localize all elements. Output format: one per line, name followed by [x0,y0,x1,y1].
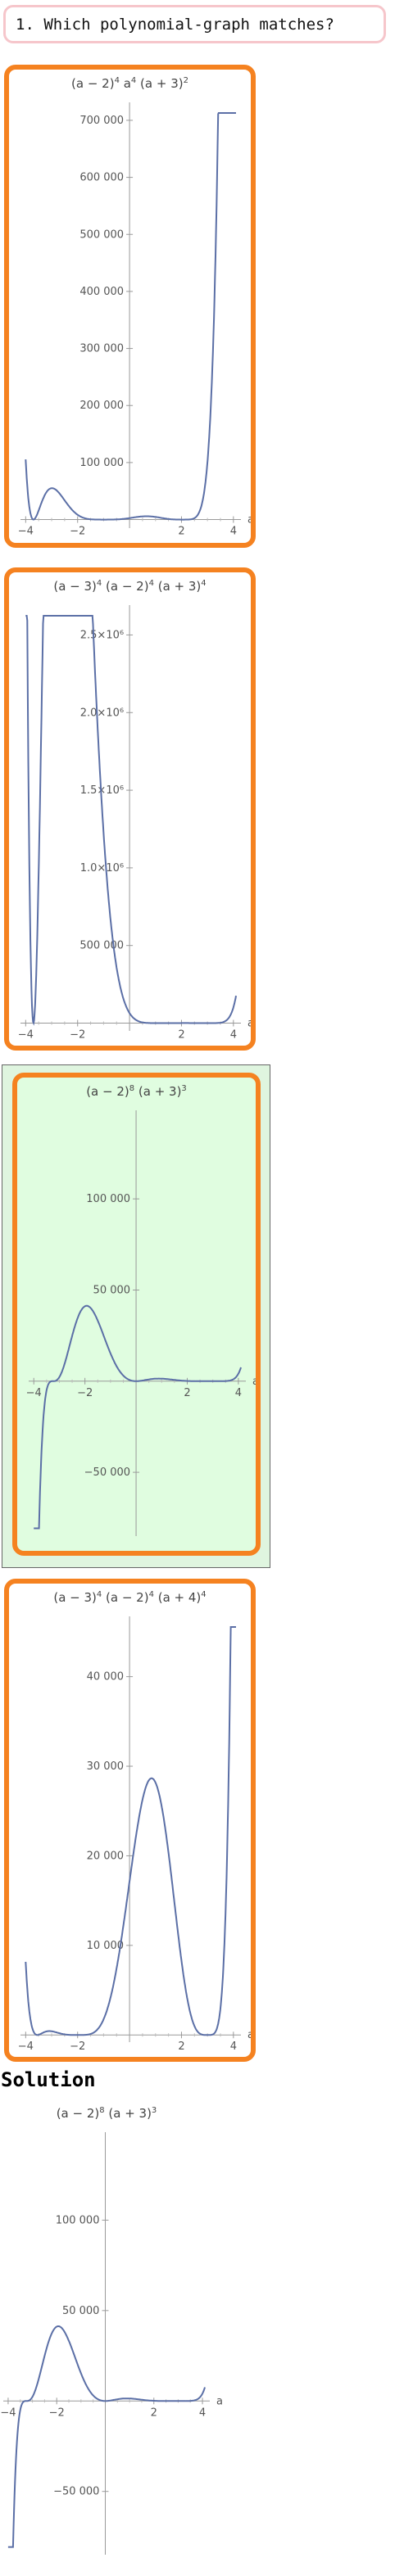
y-tick-label: 700 000 [79,115,124,127]
y-tick-label: 50 000 [62,2305,100,2317]
x-tick-label: −4 [0,2407,16,2419]
x-tick-label: −2 [70,526,85,538]
y-tick-label: −50 000 [53,2486,99,2498]
series-line [34,1304,242,1530]
x-tick-label: −4 [18,2040,34,2053]
x-tick-label: 2 [151,2407,157,2419]
choice-b-chart: −4 −2 2 4a 500 000 1.0×10⁶ 1.5×10⁶ 2.0×10⁶ 2.5×1… [18,605,251,1042]
x-axis-label: a [247,514,251,526]
choice-card-b[interactable]: (a − 3)4 (a − 2)4 (a + 3)4 −4 −2 2 4 a 500 00… [4,567,256,1051]
x-tick-label: 2 [178,526,184,538]
choice-a-title: (a − 2)4 a4 (a + 3)2 [71,76,188,91]
x-tick-label: 4 [230,2040,237,2053]
x-tick-label: −4 [26,1387,42,1399]
choice-c-chart: −4 −2 2 4a −50 000 50 000 100 000 [26,1110,256,1536]
y-tick-label: 30 000 [87,1760,125,1773]
x-tick-label: 4 [230,1029,237,1042]
x-tick-label: −2 [70,1029,85,1042]
series-line [25,112,236,521]
series-line [7,2325,206,2548]
x-tick-label: 4 [235,1387,242,1399]
solution-chart: −4 −2 2 4a −50 000 50 000 100 000 [0,2132,223,2555]
y-tick-label: 100 000 [79,457,124,469]
series-line [25,1626,236,2036]
x-axis-label: a [252,1376,256,1388]
y-tick-label: 20 000 [87,1850,125,1862]
axes: −4 −2 2 4a 100 000 200 000 300 000 400 000 500 0… [18,102,251,538]
solution-heading: Solution [1,2068,96,2091]
choice-b-title: (a − 3)4 (a − 2)4 (a + 3)4 [53,579,207,594]
choice-card-a[interactable]: (a − 2)4 a4 (a + 3)2 −4 −2 2 4 a 100 000 200 0… [4,65,256,548]
question-label: 1. Which polynomial-graph matches? [16,15,334,34]
x-tick-label: 4 [230,526,237,538]
choice-card-d[interactable]: (a − 3)4 (a − 2)4 (a + 4)4 −4 −2 2 4 a 10 000… [4,1579,256,2062]
y-tick-label: 2.0×10⁶ [80,707,124,719]
choice-card-c[interactable]: (a − 2)8 (a + 3)3 −4 −2 2 4 a −50 000 50 000 10… [12,1073,261,1556]
x-tick-label: −2 [77,1387,93,1399]
x-tick-label: −2 [70,2040,85,2053]
y-tick-label: 100 000 [86,1193,130,1205]
x-tick-label: 2 [184,1387,190,1399]
axes: −4 −2 2 4a 500 000 1.0×10⁶ 1.5×10⁶ 2.0×10⁶ 2.5×1… [18,605,251,1042]
solution-title: (a − 2)8 (a + 3)3 [56,2106,157,2121]
x-tick-label: 4 [199,2407,206,2419]
choice-c-title: (a − 2)8 (a + 3)3 [86,1084,187,1099]
y-tick-label: 1.5×10⁶ [80,784,124,797]
axes: −4 −2 2 4a −50 000 50 000 100 000 [26,1110,256,1536]
x-tick-label: 2 [178,2040,184,2053]
y-tick-label: 400 000 [79,286,124,298]
y-tick-label: 500 000 [79,228,124,241]
y-tick-label: −50 000 [84,1467,130,1479]
solution-panel: (a − 2)8 (a + 3)3 −4 −2 2 4 a −50 000 50 000 10… [0,2096,246,2576]
question-prompt: 1. Which polynomial-graph matches? [3,5,386,43]
x-tick-label: 2 [178,1029,184,1042]
series-line [25,615,237,1026]
y-tick-label: 500 000 [79,940,124,952]
x-axis-label: a [247,1018,251,1030]
y-tick-label: 50 000 [93,1284,131,1296]
x-axis-label: a [216,2395,223,2407]
y-tick-label: 40 000 [87,1671,125,1683]
choice-d-title: (a − 3)4 (a − 2)4 (a + 4)4 [53,1590,207,1605]
x-tick-label: −4 [18,1029,34,1042]
x-tick-label: −4 [18,526,34,538]
axes: −4 −2 2 4a 10 000 20 000 30 000 40 000 [18,1616,251,2053]
choice-d-chart: −4 −2 2 4a 10 000 20 000 30 000 40 000 [18,1616,251,2053]
choice-a-chart: −4 −2 2 4a 100 000 200 000 300 000 400 000 500 0… [18,102,251,538]
y-tick-label: 600 000 [79,172,124,184]
y-tick-label: 1.0×10⁶ [80,862,124,874]
y-tick-label: 2.5×10⁶ [80,629,124,641]
y-tick-label: 300 000 [79,343,124,355]
x-axis-label: a [247,2029,251,2041]
axes: −4 −2 2 4a −50 000 50 000 100 000 [0,2132,223,2555]
y-tick-label: 200 000 [79,400,124,412]
y-tick-label: 10 000 [87,1940,125,1952]
y-tick-label: 100 000 [56,2214,100,2226]
x-tick-label: −2 [49,2407,65,2419]
